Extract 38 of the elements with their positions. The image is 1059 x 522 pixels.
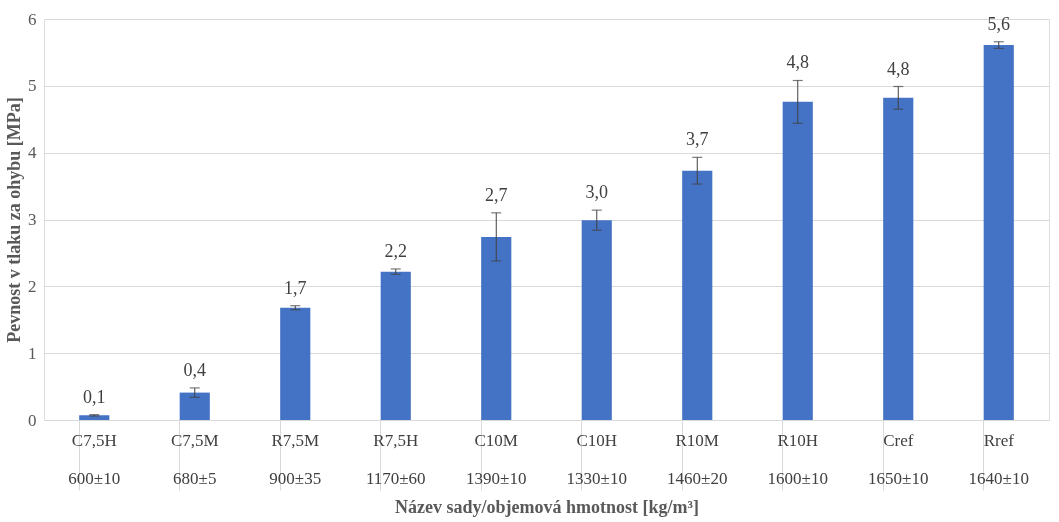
x-tick-label: C7,5H 600±10 bbox=[68, 430, 121, 488]
bar bbox=[380, 271, 411, 420]
x-tick-label: C7,5M 680±5 bbox=[170, 430, 219, 488]
data-label: 2,7 bbox=[485, 184, 508, 205]
bar bbox=[782, 101, 813, 420]
y-tick-label: 5 bbox=[28, 76, 37, 96]
x-tick-label: R10M 1460±20 bbox=[667, 430, 728, 488]
bar bbox=[280, 307, 311, 420]
x-tick-label: Rref 1640±10 bbox=[968, 430, 1029, 488]
y-tick-label: 0 bbox=[28, 410, 37, 430]
bar bbox=[481, 236, 512, 420]
data-label: 1,7 bbox=[284, 277, 307, 298]
bar bbox=[682, 170, 713, 420]
y-tick-label: 1 bbox=[28, 343, 37, 363]
data-label: 3,7 bbox=[686, 129, 709, 150]
data-label: 4,8 bbox=[887, 58, 910, 79]
x-tick-label: R10H 1600±10 bbox=[767, 430, 828, 488]
y-tick-label: 4 bbox=[28, 143, 37, 163]
data-label: 5,6 bbox=[987, 13, 1010, 34]
data-label: 2,2 bbox=[384, 240, 407, 261]
y-tick-label: 3 bbox=[28, 210, 37, 229]
bar bbox=[883, 97, 914, 420]
x-tick-label: C10M 1390±10 bbox=[466, 430, 527, 488]
y-tick-label: 2 bbox=[28, 276, 37, 296]
x-tick-label: Cref 1650±10 bbox=[868, 430, 929, 488]
x-axis-title: Název sady/objemová hmotnost [kg/m³] bbox=[395, 497, 699, 517]
x-tick-label: C10H 1330±10 bbox=[566, 430, 627, 488]
x-tick-label: R7,5H 1170±60 bbox=[365, 430, 426, 488]
x-tick-label: R7,5M 900±35 bbox=[269, 430, 322, 488]
y-tick-label: 6 bbox=[28, 9, 37, 29]
data-label: 4,8 bbox=[786, 52, 809, 73]
y-axis-title: Pevnost v tlaku za ohybu [MPa] bbox=[4, 97, 24, 343]
data-label: 0,4 bbox=[183, 359, 206, 380]
bar bbox=[179, 392, 210, 420]
bar bbox=[983, 45, 1014, 420]
bar bbox=[581, 220, 612, 420]
data-label: 3,0 bbox=[585, 182, 608, 203]
data-label: 0,1 bbox=[83, 386, 106, 407]
